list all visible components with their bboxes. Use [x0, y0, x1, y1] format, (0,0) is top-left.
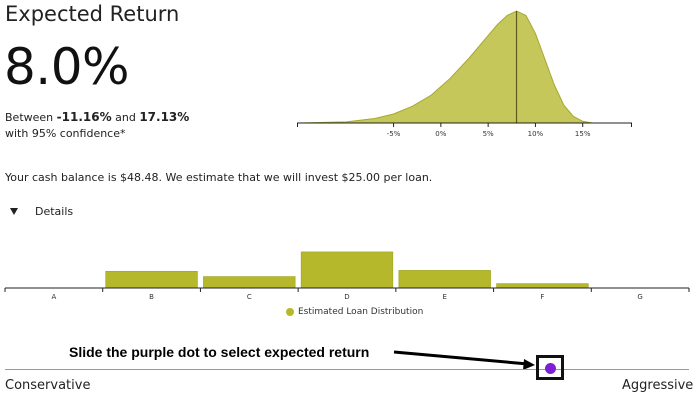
expected-return-value: 8.0% [4, 38, 130, 96]
range-prefix: Between [5, 111, 54, 124]
category-label: G [637, 293, 642, 301]
legend-swatch [286, 308, 294, 316]
category-label: F [540, 293, 544, 301]
details-label: Details [35, 204, 74, 218]
distribution-area [298, 10, 593, 124]
x-tick-label: 15% [575, 130, 591, 138]
bar-C [203, 276, 296, 289]
bar-D [300, 251, 394, 289]
bar-B [105, 270, 198, 289]
page-title: Expected Return [5, 2, 180, 26]
bar-F [496, 283, 589, 289]
category-label: B [149, 293, 154, 301]
caret-down-icon [10, 207, 18, 215]
category-label: A [51, 293, 56, 301]
cash-balance-text: Your cash balance is $48.48. We estimate… [5, 171, 433, 184]
instruction-text: Slide the purple dot to select expected … [69, 344, 370, 360]
x-tick-label: 5% [483, 130, 494, 138]
slider-label-conservative: Conservative [5, 378, 91, 393]
bar-E [398, 270, 491, 289]
slider-handle[interactable] [545, 363, 556, 374]
loan-distribution-chart: A B C D E F G [4, 251, 690, 301]
confidence-note: with 95% confidence* [5, 127, 126, 140]
slider-handle-highlight [536, 355, 564, 380]
legend-label: Estimated Loan Distribution [298, 307, 424, 317]
x-tick-label: 0% [435, 130, 446, 138]
return-distribution-chart: -5% 0% 5% 10% 15% [297, 10, 632, 138]
range-high: 17.13% [139, 110, 190, 124]
slider-label-aggressive: Aggressive [622, 378, 694, 393]
x-tick-label: 10% [528, 130, 544, 138]
category-label: C [247, 293, 252, 301]
category-label: D [344, 293, 349, 301]
category-label: E [442, 293, 446, 301]
details-toggle[interactable]: Details [10, 204, 73, 218]
range-low: -11.16% [56, 110, 112, 124]
range-connector: and [115, 111, 136, 124]
slider-track[interactable] [5, 369, 689, 370]
x-tick-label: -5% [387, 130, 401, 138]
confidence-range: Between -11.16% and 17.13% [5, 110, 189, 124]
chart-legend: Estimated Loan Distribution [286, 307, 423, 317]
